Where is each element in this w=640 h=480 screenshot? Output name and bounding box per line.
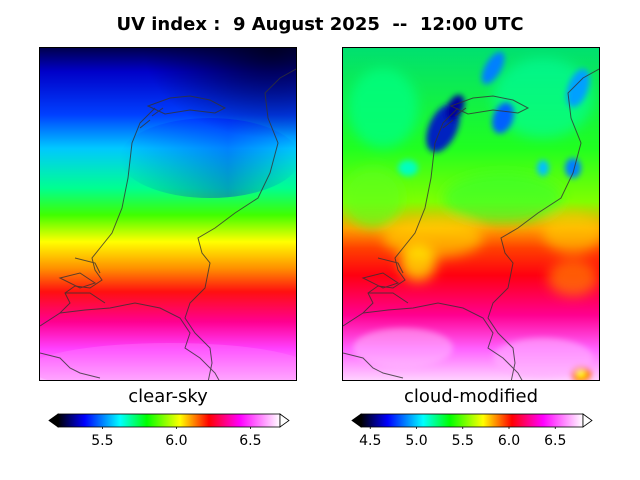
colorbar-tick-label-clear-sky: 6.5 — [239, 433, 262, 449]
colorbar-tick-label-cloud-modified: 6.5 — [544, 433, 567, 449]
colorbar-tick-label-cloud-modified: 5.0 — [405, 433, 428, 449]
coastline-right — [343, 68, 599, 380]
figure-title: UV index : 9 August 2025 -- 12:00 UTC — [116, 14, 524, 35]
colorbar-tick-label-cloud-modified: 6.0 — [497, 433, 521, 449]
cloud-modified-map — [342, 47, 600, 381]
colorbar-clear-sky — [48, 413, 290, 429]
colorbar-tick-label-clear-sky: 6.0 — [165, 433, 188, 449]
panel-label-clear-sky: clear-sky — [128, 386, 208, 407]
coastline-left — [40, 68, 296, 380]
colorbar-tick-label-cloud-modified: 4.5 — [359, 433, 382, 449]
colorbar-tick-label-cloud-modified: 5.5 — [451, 433, 474, 449]
panel-label-cloud-modified: cloud-modified — [403, 386, 539, 407]
colorbar-tick-label-clear-sky: 5.5 — [91, 433, 114, 449]
clear-sky-map — [39, 47, 297, 381]
colorbar-cloud-modified — [351, 413, 593, 429]
